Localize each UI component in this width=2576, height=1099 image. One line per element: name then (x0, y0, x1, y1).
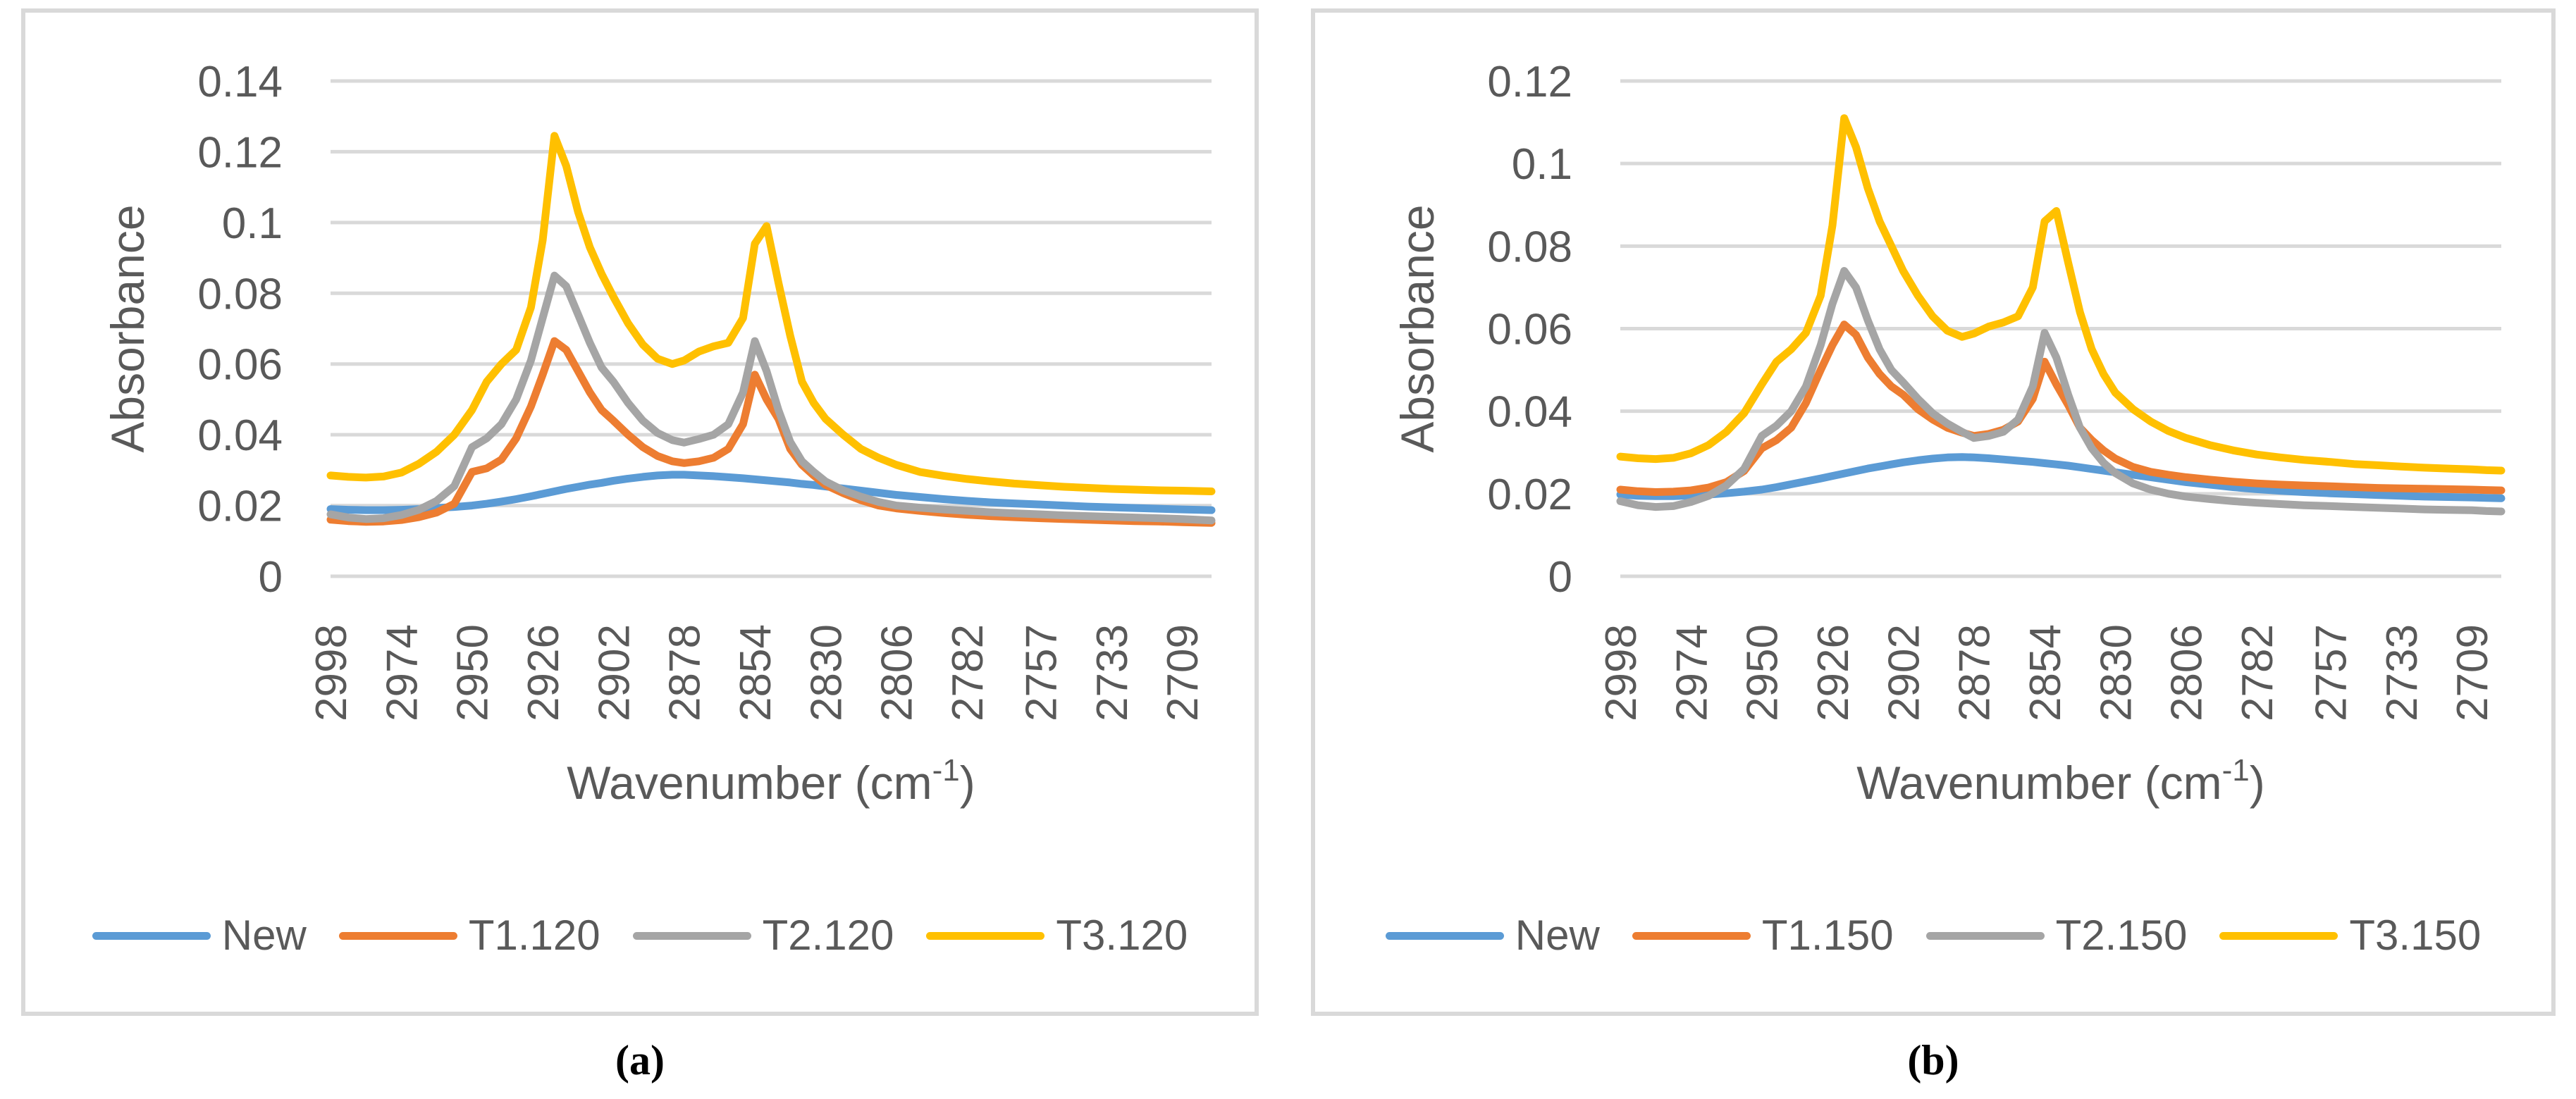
y-tick-label: 0.14 (197, 58, 283, 106)
x-tick-label: 2950 (449, 624, 498, 721)
chart-b-plot: 0 0.02 0.04 0.06 0.08 0.1 0.12 2998 2974 2950 2926… (1391, 58, 2506, 809)
x-tick-label: 2709 (2448, 624, 2497, 721)
y-axis-title: Absorbance (1391, 204, 1443, 452)
x-axis-title: Wavenumber (cm-1) (1856, 753, 2264, 809)
x-tick-label: 2830 (802, 624, 851, 721)
x-axis-title: Wavenumber (cm-1) (567, 753, 975, 809)
caption-b: (b) (1907, 1037, 1959, 1084)
legend-swatch-New (1385, 931, 1504, 940)
chart-a-legend: New T1.120 T2.120 T3.120 (25, 907, 1255, 964)
x-tick-label: 2806 (873, 624, 922, 721)
x-tick-label: 2782 (2233, 624, 2282, 721)
legend-item-T2.120: T2.120 (632, 912, 894, 959)
y-tick-label: 0.04 (1487, 388, 1572, 437)
legend-label: T1.150 (1761, 912, 1894, 959)
y-tick-label: 0.02 (1487, 471, 1572, 519)
y-tick-label: 0 (1548, 553, 1572, 602)
x-tick-label: 2998 (1597, 624, 1646, 721)
y-tick-label: 0.04 (197, 411, 283, 460)
y-axis-title: Absorbance (101, 204, 154, 452)
series-line-T2.150 (1616, 267, 2506, 516)
legend-item-T3.150: T3.150 (2219, 914, 2481, 957)
series-line-T1.120 (326, 337, 1216, 527)
series-line-T3.150 (1616, 114, 2506, 475)
legend-item-New: New (1385, 912, 1600, 959)
caption-a: (a) (615, 1037, 665, 1084)
x-tick-label: 2709 (1159, 624, 1207, 721)
legend-swatch-T1.120 (338, 931, 457, 940)
y-tick-label: 0.08 (197, 270, 283, 318)
x-tick-label: 2757 (2307, 624, 2356, 721)
y-tick-label: 0.08 (1487, 223, 1572, 271)
legend-label: T2.150 (2055, 912, 2188, 959)
legend-label: T1.120 (468, 912, 600, 959)
series-line-T3.120 (326, 132, 1216, 495)
legend-label: T3.120 (1056, 912, 1188, 959)
x-tick-label: 2902 (590, 624, 639, 721)
legend-swatch-New (92, 931, 211, 940)
series-line-New (1616, 453, 2506, 502)
legend-swatch-T2.150 (1925, 931, 2045, 940)
legend-item-New: New (92, 914, 307, 957)
chart-panel-a: 0 0.02 0.04 0.06 0.08 0.1 0.12 0.14 2998 2974 2950… (21, 8, 1259, 1016)
series-line-T2.120 (326, 271, 1216, 525)
legend-swatch-T1.150 (1632, 931, 1751, 940)
chart-b-legend: New T1.150 T2.150 T3.150 (1315, 907, 2551, 964)
legend-item-T3.120: T3.120 (926, 914, 1188, 957)
y-tick-label: 0.1 (1512, 140, 1572, 189)
x-tick-label: 2854 (732, 624, 780, 721)
x-tick-label: 2733 (2378, 624, 2427, 721)
x-tick-label: 2926 (519, 624, 568, 721)
y-tick-label: 0.12 (1487, 58, 1572, 106)
x-tick-label: 2733 (1088, 624, 1137, 721)
y-tick-label: 0.06 (197, 341, 283, 390)
legend-label: New (221, 912, 307, 959)
chart-a-plot: 0 0.02 0.04 0.06 0.08 0.1 0.12 0.14 2998 2974 2950… (101, 58, 1216, 809)
legend-item-T1.120: T1.120 (338, 912, 600, 959)
legend-label: T2.120 (762, 912, 894, 959)
x-tick-label: 2950 (1739, 624, 1787, 721)
x-tick-label: 2998 (307, 624, 356, 721)
legend-swatch-T3.120 (926, 931, 1045, 940)
y-tick-label: 0.02 (197, 483, 283, 531)
legend-item-T1.150: T1.150 (1632, 914, 1894, 957)
legend-label: New (1515, 912, 1600, 959)
x-tick-label: 2902 (1880, 624, 1928, 721)
legend-swatch-T2.120 (632, 931, 751, 940)
x-tick-label: 2926 (1809, 624, 1858, 721)
legend-label: T3.150 (2349, 912, 2482, 959)
y-tick-label: 0.06 (1487, 306, 1572, 354)
y-tick-label: 0.1 (222, 199, 283, 248)
series-line-New (326, 471, 1216, 514)
x-tick-label: 2830 (2092, 624, 2140, 721)
x-tick-label: 2974 (1668, 624, 1716, 721)
x-tick-label: 2757 (1018, 624, 1066, 721)
y-tick-label: 0 (259, 553, 283, 602)
chart-panel-b: 0 0.02 0.04 0.06 0.08 0.1 0.12 2998 2974 2950 2926… (1311, 8, 2556, 1016)
x-tick-label: 2878 (661, 624, 710, 721)
y-tick-label: 0.12 (197, 128, 283, 177)
x-tick-label: 2878 (1951, 624, 1999, 721)
x-tick-label: 2806 (2163, 624, 2212, 721)
legend-swatch-T3.150 (2219, 931, 2338, 940)
x-tick-label: 2974 (378, 624, 426, 721)
x-tick-label: 2854 (2021, 624, 2070, 721)
x-tick-label: 2782 (944, 624, 992, 721)
legend-item-T2.150: T2.150 (1925, 912, 2188, 959)
